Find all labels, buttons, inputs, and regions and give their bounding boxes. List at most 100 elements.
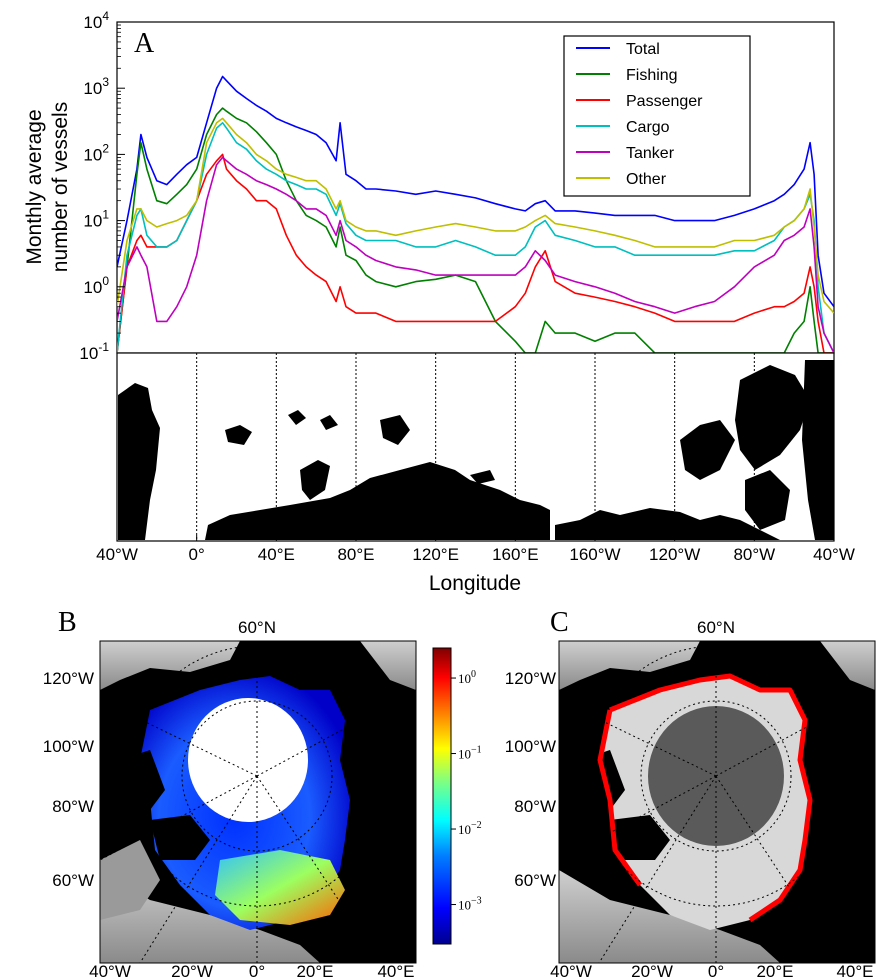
colorbar: 100 10−1 10−2 10−3	[432, 647, 482, 945]
series-line-total	[117, 75, 834, 308]
panel-c-left-labels: 120°W 100°W 80°W 60°W	[505, 669, 556, 890]
panel-c-gridlines	[559, 641, 875, 963]
panel-c-bottom-label: 0°	[708, 962, 724, 980]
panel-c-top-label: 60°N	[697, 618, 735, 637]
map-strip	[116, 352, 835, 542]
landmass-greenland-east	[802, 360, 834, 540]
legend-label-other: Other	[626, 171, 667, 188]
panel-b-canada	[120, 750, 165, 810]
series-line-tanker	[117, 156, 834, 353]
landmass-severnaya	[380, 415, 410, 445]
panel-b-gridlines	[100, 641, 416, 963]
y-tick-label: 102	[83, 141, 109, 164]
x-tick-label: 40°E	[258, 545, 295, 564]
panel-c-letter: C	[550, 607, 569, 638]
legend-label-total: Total	[626, 41, 660, 58]
legend-label-cargo: Cargo	[626, 119, 670, 136]
panel-b-letter: B	[58, 607, 77, 638]
series-line-passenger	[117, 153, 834, 353]
panel-c-ocean-topright	[820, 641, 875, 690]
panel-a-letter: A	[134, 28, 155, 59]
colorbar-gradient	[432, 647, 452, 945]
series-line-cargo	[117, 122, 834, 353]
colorbar-tick-label: 10−1	[458, 745, 482, 762]
landmass-greenland	[118, 383, 160, 540]
panel-b-left-label: 80°W	[52, 797, 94, 816]
panel-b-bottom-label: 0°	[249, 962, 265, 980]
landmass-svalbard	[225, 425, 252, 445]
y-axis-title-line2: number of vessels	[49, 102, 72, 272]
legend-label-fishing: Fishing	[626, 67, 678, 84]
y-tick-label: 10-1	[79, 340, 109, 363]
colorbar-tick-label: 10−3	[458, 896, 482, 913]
panel-c: C 60°N 120°W	[505, 607, 876, 980]
panel-c-left-label: 80°W	[514, 797, 556, 816]
x-tick-label: 160°E	[492, 545, 539, 564]
legend: Total Fishing Passenger Cargo Tanker Other	[563, 35, 751, 197]
landmass-islands-a	[320, 415, 338, 430]
panel-c-bottom-label: 40°E	[836, 962, 873, 980]
series-group	[117, 75, 834, 353]
panel-c-bottom-label: 20°E	[756, 962, 793, 980]
panel-c-frame	[558, 640, 876, 964]
panel-b-bottom-label: 20°E	[296, 962, 333, 980]
panel-b-frame	[99, 640, 417, 964]
panel-b-left-label: 60°W	[52, 871, 94, 890]
x-tick-label: 40°W	[813, 545, 855, 564]
panel-c-bottom-label: 20°W	[631, 962, 673, 980]
panel-a: 10-1 100 101 102 103 104 A Monthly average nu…	[23, 9, 835, 363]
panel-b-bottom-labels: 40°W 20°W 0° 20°E 40°E	[89, 962, 414, 980]
y-tick-label: 104	[83, 9, 109, 32]
panel-c-left-label: 100°W	[505, 737, 556, 756]
panel-c-bottom-label: 40°W	[550, 962, 592, 980]
panel-b: B 60°N 120°W	[43, 607, 417, 980]
panel-b-left-label: 100°W	[43, 737, 94, 756]
x-ticks: 40°W 0° 40°E 80°E 120°E 160°E 160°W 120°W 80°W 40…	[96, 535, 855, 564]
legend-label-tanker: Tanker	[626, 145, 675, 162]
panel-c-route-east	[609, 673, 813, 923]
landmass-franz-josef	[288, 410, 306, 425]
panel-b-ice-core	[188, 698, 308, 822]
panel-b-top-label: 60°N	[238, 618, 276, 637]
x-tick-label: 80°W	[733, 545, 775, 564]
y-tick-label: 100	[83, 274, 109, 297]
landmass-new-siberian	[470, 470, 495, 484]
y-axis-title-line1: Monthly average	[23, 109, 46, 264]
panel-b-bottom-label: 40°E	[377, 962, 414, 980]
series-line-other	[117, 117, 834, 314]
panel-b-ocean-bottom	[100, 870, 320, 963]
panel-c-ocean-bottom	[559, 870, 780, 963]
x-tick-label: 40°W	[96, 545, 138, 564]
panel-c-route-west	[597, 709, 643, 887]
y-ticks: 10-1 100 101 102 103 104	[79, 9, 125, 363]
landmass-shapes	[118, 360, 834, 540]
y-tick-label: 103	[83, 75, 109, 98]
panel-b-ocean-topright	[360, 641, 416, 690]
panel-b-bottom-label: 40°W	[89, 962, 131, 980]
panel-b-left-label: 120°W	[43, 669, 94, 688]
panel-c-bottom-labels: 40°W 20°W 0° 20°E 40°E	[550, 962, 873, 980]
landmass-victoria-island	[680, 420, 735, 480]
colorbar-tick-label: 100	[458, 669, 476, 686]
x-tick-label: 160°W	[569, 545, 620, 564]
legend-label-passenger: Passenger	[626, 93, 703, 110]
panel-c-left-label: 120°W	[505, 669, 556, 688]
x-tick-label: 120°W	[649, 545, 700, 564]
x-tick-label: 0°	[189, 545, 205, 564]
landmass-baffin	[745, 470, 790, 530]
landmass-ellesmere	[735, 365, 810, 470]
panel-c-map	[559, 641, 875, 963]
panel-c-greenland	[610, 815, 670, 860]
landmass-novaya-zemlya	[300, 460, 330, 500]
colorbar-ticks: 100 10−1 10−2 10−3	[451, 669, 482, 913]
panel-b-left-labels: 120°W 100°W 80°W 60°W	[43, 669, 94, 890]
map-gridlines	[196, 353, 755, 541]
landmass-north-america	[555, 508, 780, 540]
x-tick-label: 80°E	[337, 545, 374, 564]
y-tick-label: 101	[83, 208, 109, 231]
panel-b-hotspot	[215, 850, 345, 925]
panel-c-ocean-top	[559, 641, 700, 690]
panel-b-greenland	[150, 815, 210, 860]
landmass-eurasia	[205, 462, 550, 540]
